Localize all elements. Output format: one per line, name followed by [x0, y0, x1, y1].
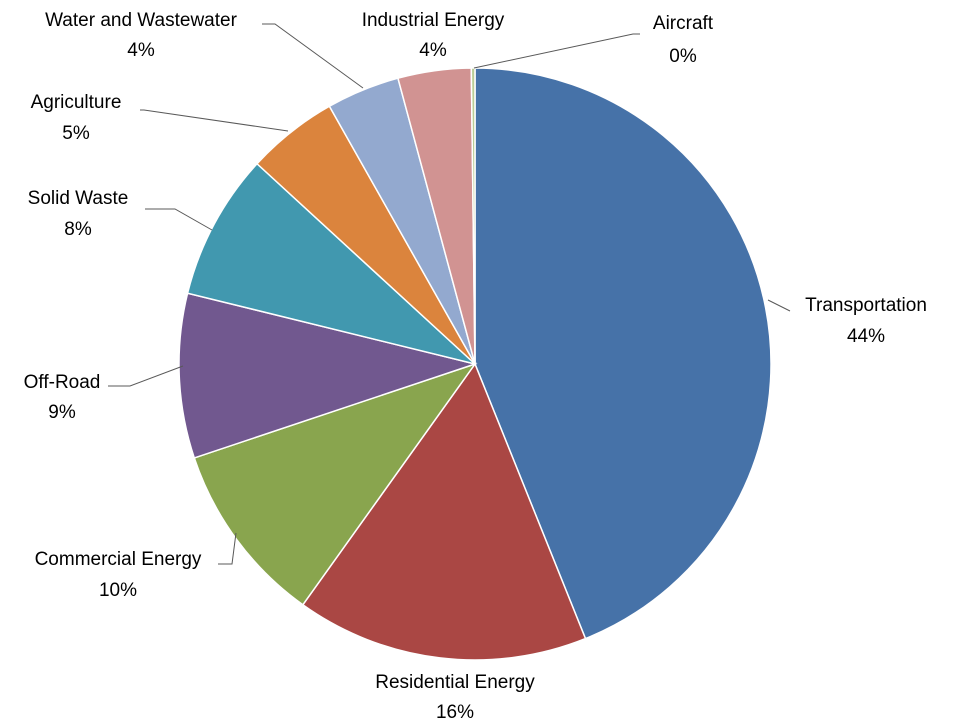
slice-label-transportation: Transportation — [805, 295, 927, 316]
leader-line-agriculture — [140, 109, 289, 132]
slice-percent-transportation: 44% — [847, 326, 885, 347]
slice-label-water-and-wastewater: Water and Wastewater — [45, 10, 238, 31]
pie-slice-solid-waste — [186, 162, 476, 365]
slice-labels: Transportation 44% Residential Energy 16% Co… — [24, 10, 927, 722]
leader-line-transportation — [767, 299, 791, 312]
slice-label-industrial-energy: Industrial Energy — [362, 10, 505, 31]
leader-line-commercial-energy — [218, 532, 237, 565]
slice-percent-water-and-wastewater: 4% — [127, 40, 155, 61]
slice-label-solid-waste: Solid Waste — [28, 188, 129, 209]
slice-label-aircraft: Aircraft — [653, 13, 714, 34]
leader-line-off-road — [108, 365, 184, 387]
slice-percent-solid-waste: 8% — [64, 219, 92, 240]
leader-line-solid-waste — [145, 208, 213, 231]
slice-percent-commercial-energy: 10% — [99, 580, 137, 601]
slice-percent-agriculture: 5% — [62, 123, 90, 144]
leader-lines — [108, 23, 791, 565]
pie-slice-residential-energy — [301, 362, 587, 661]
pie-slice-commercial-energy — [193, 362, 477, 606]
pie-slices — [178, 67, 772, 661]
slice-percent-residential-energy: 16% — [436, 702, 474, 722]
slice-percent-off-road: 9% — [48, 402, 76, 423]
slice-percent-aircraft: 0% — [669, 46, 697, 67]
pie-slice-transportation — [474, 67, 772, 640]
leader-line-water-and-wastewater — [262, 23, 364, 89]
pie-slice-off-road — [178, 292, 478, 459]
slice-percent-industrial-energy: 4% — [419, 40, 447, 61]
slice-label-agriculture: Agriculture — [31, 92, 122, 113]
slice-label-commercial-energy: Commercial Energy — [35, 549, 202, 570]
leader-line-aircraft — [473, 33, 640, 69]
slice-label-off-road: Off-Road — [24, 372, 101, 393]
slice-label-residential-energy: Residential Energy — [375, 672, 535, 693]
